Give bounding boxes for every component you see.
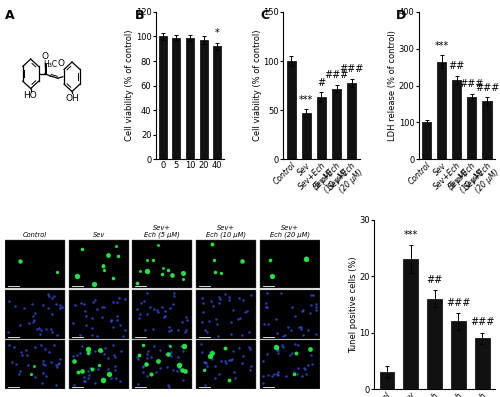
Text: A: A <box>5 9 15 22</box>
Bar <box>302 113 311 159</box>
Bar <box>347 83 356 159</box>
Text: Sev+
Ech (5 μM): Sev+ Ech (5 μM) <box>144 225 180 238</box>
Text: ***: *** <box>434 40 449 50</box>
Text: Sev+
Ech (10 μM): Sev+ Ech (10 μM) <box>206 225 246 238</box>
Text: O: O <box>42 52 49 61</box>
Bar <box>200 40 207 159</box>
FancyBboxPatch shape <box>68 290 128 339</box>
Bar <box>172 38 180 159</box>
Text: O: O <box>58 59 64 68</box>
Text: ##: ## <box>448 61 465 71</box>
Bar <box>213 46 222 159</box>
Text: ###: ### <box>460 79 484 89</box>
FancyBboxPatch shape <box>196 290 256 339</box>
Text: ###: ### <box>324 70 349 80</box>
Bar <box>332 89 341 159</box>
Bar <box>475 338 490 389</box>
Bar <box>468 97 476 159</box>
Text: Sev: Sev <box>92 232 104 238</box>
Text: ***: *** <box>299 95 314 105</box>
Text: ###: ### <box>340 64 364 74</box>
Text: OH: OH <box>66 94 80 103</box>
Y-axis label: Cell viability (% of control): Cell viability (% of control) <box>253 30 262 141</box>
FancyBboxPatch shape <box>68 341 128 389</box>
Bar <box>422 122 431 159</box>
FancyBboxPatch shape <box>5 290 65 339</box>
Text: *: * <box>215 28 220 38</box>
Text: B: B <box>135 9 144 22</box>
FancyBboxPatch shape <box>260 240 320 289</box>
Text: ###: ### <box>475 83 499 93</box>
Bar <box>452 80 462 159</box>
FancyBboxPatch shape <box>196 240 256 289</box>
Bar <box>428 299 442 389</box>
FancyBboxPatch shape <box>132 341 192 389</box>
FancyBboxPatch shape <box>68 240 128 289</box>
Text: Control: Control <box>23 232 47 238</box>
FancyBboxPatch shape <box>132 290 192 339</box>
Y-axis label: LDH release (% of control): LDH release (% of control) <box>388 30 397 141</box>
Bar <box>286 61 296 159</box>
Bar <box>317 97 326 159</box>
Bar <box>380 372 394 389</box>
FancyBboxPatch shape <box>196 341 256 389</box>
Text: H₃C: H₃C <box>44 60 58 69</box>
Bar <box>158 37 167 159</box>
Text: Sev+
Ech (20 μM): Sev+ Ech (20 μM) <box>270 225 310 238</box>
Text: ###: ### <box>470 318 494 328</box>
Y-axis label: Tunel positive cells (%): Tunel positive cells (%) <box>349 256 358 353</box>
Bar <box>437 62 446 159</box>
Bar <box>404 259 418 389</box>
Text: #: # <box>318 78 326 88</box>
Text: HO: HO <box>24 91 37 100</box>
Text: ***: *** <box>404 230 417 240</box>
FancyBboxPatch shape <box>260 341 320 389</box>
FancyBboxPatch shape <box>5 341 65 389</box>
FancyBboxPatch shape <box>260 290 320 339</box>
Bar <box>482 101 492 159</box>
Y-axis label: Cell viability (% of control): Cell viability (% of control) <box>126 30 134 141</box>
Text: C: C <box>260 9 270 22</box>
Bar <box>186 38 194 159</box>
Text: ##: ## <box>426 275 442 285</box>
Text: D: D <box>396 9 406 22</box>
Bar <box>451 321 466 389</box>
FancyBboxPatch shape <box>5 240 65 289</box>
Text: ###: ### <box>446 298 470 308</box>
FancyBboxPatch shape <box>132 240 192 289</box>
